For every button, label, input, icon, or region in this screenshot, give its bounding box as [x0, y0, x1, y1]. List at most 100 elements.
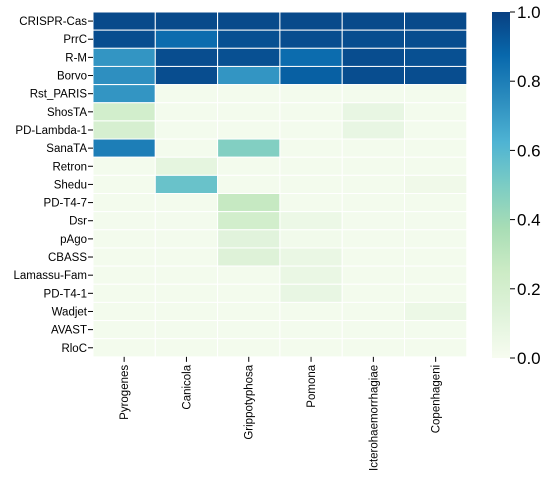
cell-cbass-canicola: [154, 247, 219, 267]
cell-pd-t4-7-pyrogenes: [92, 193, 156, 213]
cell-prrc-grippotyphosa: [217, 29, 281, 49]
cell-shedu-pomona: [279, 174, 343, 195]
cell-cbass-pomona: [279, 247, 343, 267]
cell-sanata-pomona: [279, 138, 343, 158]
cell-pd-t4-1-pyrogenes: [92, 283, 156, 303]
cell-rst-paris-grippotyphosa: [217, 84, 281, 104]
cell-dsr-pyrogenes: [92, 211, 156, 231]
column-label-canicola: Canicola: [181, 364, 193, 409]
cell-pd-t4-7-icterohaemorrhagiae: [341, 193, 406, 213]
cell-lamassu-fam-canicola: [154, 265, 219, 285]
cell-wadjet-copenhageni: [404, 301, 468, 322]
cell-pd-t4-1-icterohaemorrhagiae: [341, 283, 406, 303]
cell-retron-icterohaemorrhagiae: [341, 156, 406, 176]
cell-shedu-copenhageni: [404, 174, 468, 195]
row-label-retron: Retron: [52, 161, 87, 173]
colorbar-tick-label: 0.8: [517, 72, 541, 91]
cell-avast-icterohaemorrhagiae: [341, 320, 406, 340]
cell-retron-pomona: [279, 156, 343, 176]
row-label-lamassu-fam: Lamassu-Fam: [14, 270, 88, 282]
colorbar: 0.0 0.2 0.4 0.6 0.8 1.0: [492, 3, 541, 368]
cell-pd-lambda-1-copenhageni: [404, 120, 468, 140]
cell-pd-lambda-1-grippotyphosa: [217, 120, 281, 140]
cell-pd-t4-7-pomona: [279, 193, 343, 213]
cell-pd-lambda-1-pyrogenes: [92, 120, 156, 140]
row-label-dsr: Dsr: [69, 216, 87, 228]
row-label-cbass: CBASS: [48, 252, 87, 264]
cell-sanata-pyrogenes: [92, 138, 156, 158]
row-label-sanata: SanaTA: [46, 143, 87, 155]
cell-avast-pomona: [279, 320, 343, 340]
cell-pd-lambda-1-icterohaemorrhagiae: [341, 120, 406, 140]
cell-rst-paris-icterohaemorrhagiae: [341, 84, 406, 104]
cell-sanata-copenhageni: [404, 138, 468, 158]
row-label-pd-t4-1: PD-T4-1: [44, 288, 87, 300]
cell-rloc-pomona: [279, 338, 343, 358]
cell-rloc-icterohaemorrhagiae: [341, 338, 406, 358]
cell-shosta-icterohaemorrhagiae: [341, 102, 406, 122]
cell-lamassu-fam-grippotyphosa: [217, 265, 281, 285]
cell-wadjet-grippotyphosa: [217, 301, 281, 322]
column-label-pomona: Pomona: [306, 364, 318, 407]
cell-pago-pomona: [279, 229, 343, 249]
cell-dsr-icterohaemorrhagiae: [341, 211, 406, 231]
cell-lamassu-fam-icterohaemorrhagiae: [341, 265, 406, 285]
colorbar-tick-label: 0.0: [517, 349, 541, 368]
cell-rst-paris-pyrogenes: [92, 84, 156, 104]
row-label-wadjet: Wadjet: [52, 306, 88, 318]
cell-shedu-grippotyphosa: [217, 174, 281, 195]
column-label-icterohaemorrhagiae: Icterohaemorrhagiae: [368, 365, 380, 471]
cell-pago-pyrogenes: [92, 229, 156, 249]
cell-dsr-pomona: [279, 211, 343, 231]
row-label-avast: AVAST: [51, 325, 87, 337]
row-label-pago: pAgo: [60, 234, 87, 246]
row-label-r-m: R-M: [65, 52, 87, 64]
heatmap-cells: [92, 11, 468, 358]
colorbar-tick-label: 0.4: [517, 211, 541, 230]
cell-rst-paris-copenhageni: [404, 84, 468, 104]
cell-r-m-copenhageni: [404, 47, 468, 67]
cell-pd-t4-7-copenhageni: [404, 193, 468, 213]
cell-rloc-grippotyphosa: [217, 338, 281, 358]
cell-borvo-copenhageni: [404, 65, 468, 86]
cell-wadjet-icterohaemorrhagiae: [341, 301, 406, 322]
cell-shosta-pyrogenes: [92, 102, 156, 122]
cell-lamassu-fam-copenhageni: [404, 265, 468, 285]
cell-wadjet-pyrogenes: [92, 301, 156, 322]
cell-borvo-canicola: [154, 65, 219, 86]
cell-cbass-pyrogenes: [92, 247, 156, 267]
cell-borvo-pomona: [279, 65, 343, 86]
colorbar-tick-label: 1.0: [517, 3, 541, 22]
cell-shosta-canicola: [154, 102, 219, 122]
cell-crispr-cas-pyrogenes: [92, 11, 156, 31]
row-label-prrc: PrrC: [63, 34, 87, 46]
cell-shosta-grippotyphosa: [217, 102, 281, 122]
cell-pd-t4-1-canicola: [154, 283, 219, 303]
cell-r-m-pomona: [279, 47, 343, 67]
cell-r-m-canicola: [154, 47, 219, 67]
cell-lamassu-fam-pyrogenes: [92, 265, 156, 285]
column-label-grippotyphosa: Grippotyphosa: [244, 364, 256, 439]
row-label-rloc: RloC: [61, 343, 87, 355]
cell-shosta-copenhageni: [404, 102, 468, 122]
cell-borvo-icterohaemorrhagiae: [341, 65, 406, 86]
cell-borvo-pyrogenes: [92, 65, 156, 86]
cell-sanata-grippotyphosa: [217, 138, 281, 158]
cell-pd-lambda-1-pomona: [279, 120, 343, 140]
cell-rst-paris-pomona: [279, 84, 343, 104]
row-label-pd-lambda-1: PD-Lambda-1: [15, 125, 87, 137]
row-label-crispr-cas: CRISPR-Cas: [19, 16, 87, 28]
colorbar-gradient: [492, 12, 510, 358]
cell-dsr-copenhageni: [404, 211, 468, 231]
cell-pago-copenhageni: [404, 229, 468, 249]
cell-pd-t4-1-copenhageni: [404, 283, 468, 303]
cell-cbass-icterohaemorrhagiae: [341, 247, 406, 267]
colorbar-tick-label: 0.2: [517, 280, 541, 299]
cell-prrc-icterohaemorrhagiae: [341, 29, 406, 49]
cell-wadjet-pomona: [279, 301, 343, 322]
cell-avast-copenhageni: [404, 320, 468, 340]
column-label-pyrogenes: Pyrogenes: [119, 365, 131, 420]
colorbar-tick-label: 0.6: [517, 141, 541, 160]
cell-shedu-icterohaemorrhagiae: [341, 174, 406, 195]
cell-crispr-cas-copenhageni: [404, 11, 468, 31]
